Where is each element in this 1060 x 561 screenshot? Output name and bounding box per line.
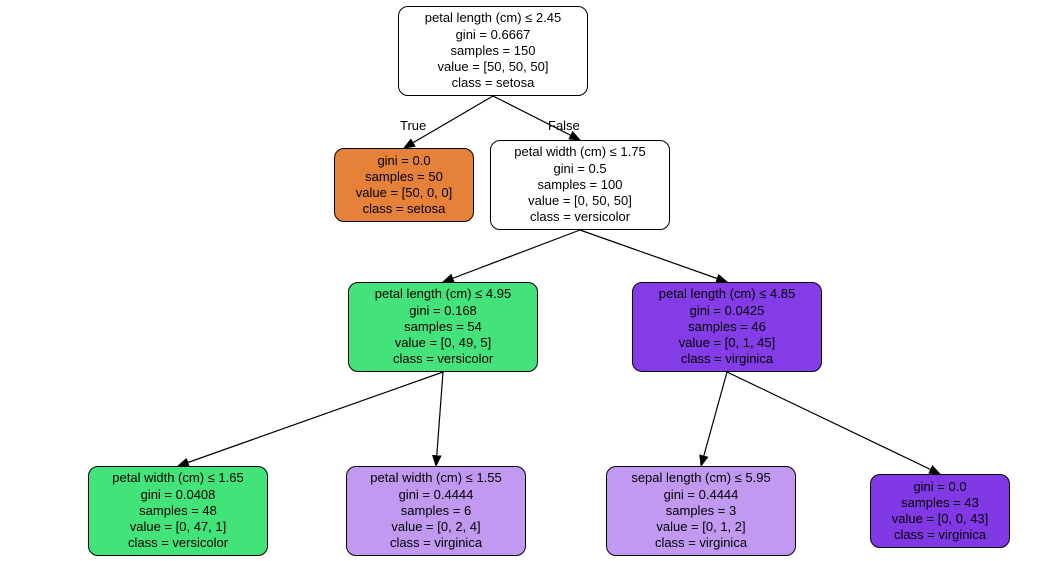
node-line: class = virginica [357,535,515,551]
tree-node-root: petal length (cm) ≤ 2.45gini = 0.6667sam… [398,6,588,96]
tree-node-n_pl495: petal length (cm) ≤ 4.95gini = 0.168samp… [348,282,538,372]
node-line: samples = 46 [643,319,811,335]
node-line: class = versicolor [99,535,257,551]
node-line: value = [50, 50, 50] [409,59,577,75]
decision-tree-canvas: petal length (cm) ≤ 2.45gini = 0.6667sam… [0,0,1060,561]
edge-n_pl485-n_sl595 [701,372,727,466]
node-line: petal width (cm) ≤ 1.75 [501,144,659,160]
node-line: sepal length (cm) ≤ 5.95 [617,470,785,486]
node-line: petal width (cm) ≤ 1.65 [99,470,257,486]
node-line: class = versicolor [501,209,659,225]
node-line: gini = 0.6667 [409,27,577,43]
tree-node-n_setosa: gini = 0.0samples = 50value = [50, 0, 0]… [334,148,474,222]
edge-n_pl485-n_virg43 [727,372,940,474]
tree-node-n_pl485: petal length (cm) ≤ 4.85gini = 0.0425sam… [632,282,822,372]
node-line: class = virginica [617,535,785,551]
edge-n_pw175-n_pl485 [580,230,727,282]
node-line: gini = 0.4444 [357,487,515,503]
tree-node-n_sl595: sepal length (cm) ≤ 5.95gini = 0.4444sam… [606,466,796,556]
tree-node-n_pw165: petal width (cm) ≤ 1.65gini = 0.0408samp… [88,466,268,556]
node-line: samples = 150 [409,43,577,59]
node-line: gini = 0.0408 [99,487,257,503]
node-line: samples = 100 [501,177,659,193]
edge-n_pl495-n_pw165 [178,372,443,466]
node-line: gini = 0.0 [345,153,463,169]
edge-label-false: False [548,118,580,133]
node-line: petal length (cm) ≤ 2.45 [409,10,577,26]
node-line: value = [0, 1, 45] [643,335,811,351]
node-line: petal length (cm) ≤ 4.85 [643,286,811,302]
node-line: class = virginica [643,351,811,367]
node-line: petal width (cm) ≤ 1.55 [357,470,515,486]
node-line: value = [0, 0, 43] [881,511,999,527]
node-line: value = [0, 49, 5] [359,335,527,351]
tree-node-n_pw155: petal width (cm) ≤ 1.55gini = 0.4444samp… [346,466,526,556]
edge-label-true: True [400,118,426,133]
edge-n_pl495-n_pw155 [436,372,443,466]
tree-node-n_virg43: gini = 0.0samples = 43value = [0, 0, 43]… [870,474,1010,548]
node-line: class = virginica [881,527,999,543]
node-line: gini = 0.5 [501,161,659,177]
node-line: gini = 0.0425 [643,303,811,319]
node-line: gini = 0.4444 [617,487,785,503]
node-line: class = versicolor [359,351,527,367]
node-line: value = [0, 50, 50] [501,193,659,209]
node-line: value = [0, 1, 2] [617,519,785,535]
node-line: petal length (cm) ≤ 4.95 [359,286,527,302]
edge-n_pw175-n_pl495 [443,230,580,282]
node-line: samples = 54 [359,319,527,335]
tree-node-n_pw175: petal width (cm) ≤ 1.75gini = 0.5samples… [490,140,670,230]
node-line: samples = 6 [357,503,515,519]
node-line: class = setosa [345,201,463,217]
node-line: samples = 43 [881,495,999,511]
node-line: value = [0, 2, 4] [357,519,515,535]
node-line: gini = 0.168 [359,303,527,319]
node-line: class = setosa [409,75,577,91]
node-line: gini = 0.0 [881,479,999,495]
node-line: value = [50, 0, 0] [345,185,463,201]
node-line: value = [0, 47, 1] [99,519,257,535]
node-line: samples = 50 [345,169,463,185]
node-line: samples = 3 [617,503,785,519]
node-line: samples = 48 [99,503,257,519]
